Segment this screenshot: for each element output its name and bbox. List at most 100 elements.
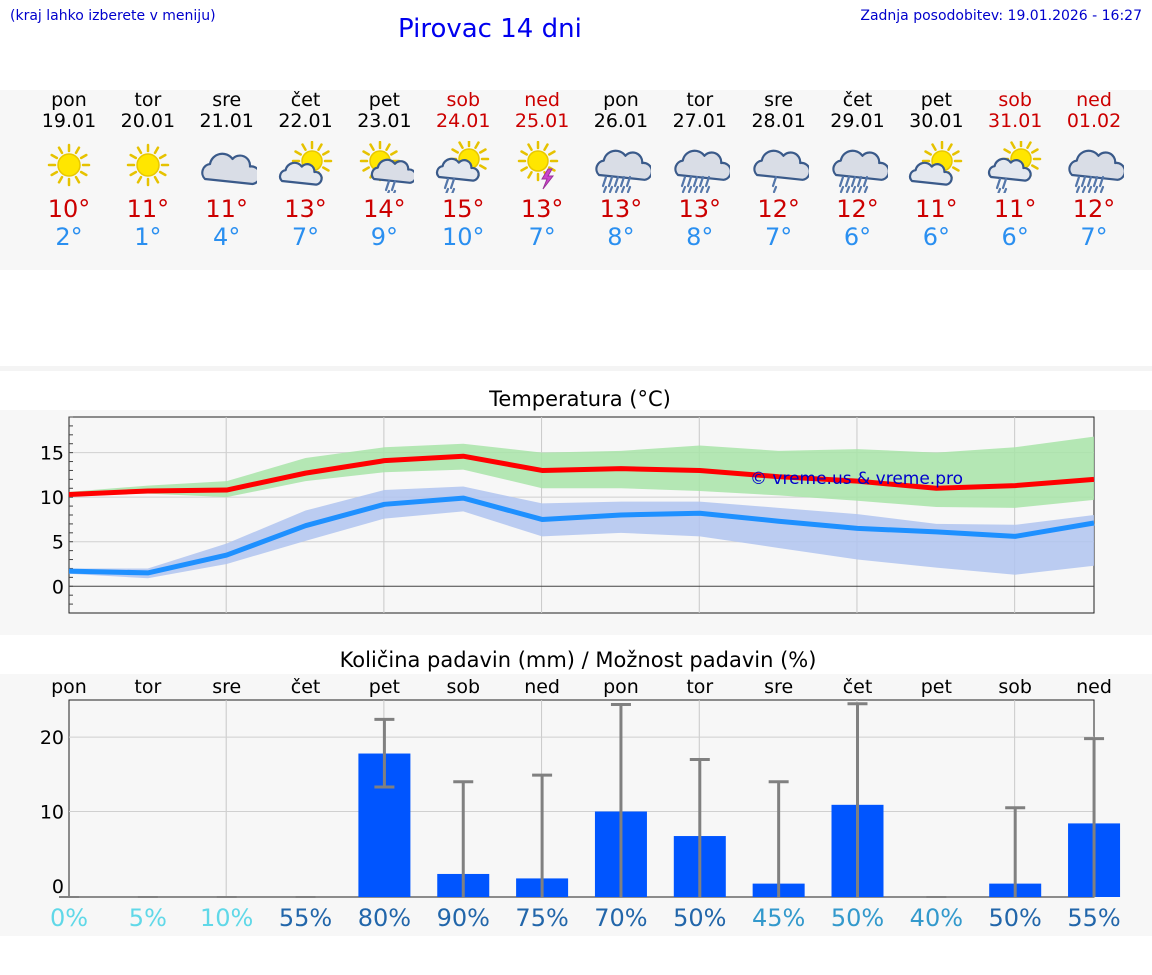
day-column: sob 31.01 11° 6° — [975, 90, 1055, 251]
max-temperature: 14° — [363, 195, 406, 223]
max-temperature: 13° — [520, 195, 564, 223]
day-date: 24.01 — [436, 110, 491, 132]
day-column: ned 01.02 12° 7° — [1054, 90, 1134, 251]
min-temperature-line — [68, 495, 1095, 576]
partly-cloudy-icon — [278, 141, 332, 186]
min-temperature: 6° — [1001, 223, 1029, 251]
x-category-label: pon — [51, 676, 87, 698]
day-column: pet 30.01 11° 6° — [896, 90, 976, 251]
plot-area — [68, 699, 1095, 898]
x-category-label: čet — [291, 676, 321, 698]
day-date: 28.01 — [751, 110, 806, 132]
day-date: 23.01 — [357, 110, 412, 132]
min-temperature: 7° — [765, 223, 793, 251]
day-date: 20.01 — [120, 110, 176, 132]
day-column: ned 25.01 13° 7° — [502, 90, 582, 251]
day-date: 31.01 — [987, 110, 1043, 132]
max-temperature: 12° — [757, 195, 800, 223]
day-name: pet — [368, 89, 400, 111]
precipitation-probability: 70% — [594, 904, 648, 932]
precipitation-probability: 40% — [909, 904, 964, 932]
x-category-label: sob — [446, 676, 480, 698]
location-hint-link[interactable]: (kraj lahko izberete v meniju) — [10, 8, 216, 24]
page-title: Pirovac 14 dni — [398, 14, 582, 44]
max-temperature: 13° — [599, 195, 643, 223]
max-temperature: 11° — [915, 195, 958, 223]
day-column: pon 19.01 10° 2° — [29, 90, 109, 251]
precipitation-probability: 50% — [673, 904, 727, 932]
cloudy-icon — [200, 152, 257, 186]
max-temperature: 11° — [126, 195, 170, 223]
day-name: sob — [998, 89, 1032, 111]
day-date: 19.01 — [41, 110, 97, 132]
x-category-label: čet — [843, 676, 873, 698]
day-name: sre — [212, 89, 242, 111]
cloud-rain-icon — [595, 149, 651, 193]
max-temperature: 12° — [836, 195, 879, 223]
x-category-label: tor — [686, 676, 713, 698]
max-temperature: 12° — [1072, 195, 1116, 223]
y-tick-label: 10 — [40, 802, 64, 824]
min-temperature-range-band — [69, 486, 1094, 579]
day-date: 29.01 — [830, 110, 885, 132]
precipitation-probability: 10% — [200, 904, 254, 932]
day-name: tor — [686, 89, 714, 111]
min-temperature: 7° — [1080, 223, 1108, 251]
x-category-label: ned — [1076, 676, 1112, 698]
x-category-label: sre — [212, 676, 241, 698]
day-date: 26.01 — [593, 110, 649, 132]
cloud-light-rain-icon — [752, 149, 809, 193]
min-temperature: 4° — [213, 223, 241, 251]
day-name: čet — [842, 89, 873, 111]
day-column: sob 24.01 15° 10° — [423, 90, 503, 251]
y-tick-label: 0 — [52, 576, 64, 598]
y-tick-label: 10 — [40, 487, 64, 509]
min-temperature: 9° — [370, 223, 399, 251]
precipitation-chart-title: Količina padavin (mm) / Možnost padavin … — [339, 648, 817, 672]
x-category-label: tor — [134, 676, 161, 698]
partly-cloudy-icon — [909, 141, 963, 186]
watermark: © vreme.us & vreme.pro — [750, 469, 963, 489]
last-updated: Zadnja posodobitev: 19.01.2026 - 16:27 — [860, 8, 1142, 24]
y-tick-label: 15 — [40, 443, 64, 465]
cloud-rain-icon — [831, 149, 888, 193]
precipitation-probability: 50% — [988, 904, 1042, 932]
partly-cloudy-light-rain-icon — [988, 141, 1042, 193]
min-temperature: 8° — [686, 223, 714, 251]
max-temperature: 13° — [678, 195, 722, 223]
sunny-icon — [47, 143, 91, 187]
precipitation-probability: 80% — [357, 904, 412, 932]
sun-thunder-icon — [517, 141, 559, 190]
max-temperature: 11° — [205, 195, 248, 223]
day-column: tor 20.01 11° 1° — [108, 90, 188, 251]
min-temperature: 6° — [843, 223, 872, 251]
min-temperature: 10° — [441, 223, 485, 251]
y-tick-label: 20 — [40, 727, 64, 749]
divider — [0, 366, 1152, 371]
x-category-label: sob — [998, 676, 1032, 698]
x-category-label: pon — [603, 676, 639, 698]
cloud-rain-icon — [1068, 149, 1125, 193]
cloud-rain-icon — [674, 149, 730, 193]
day-date: 25.01 — [514, 110, 570, 132]
day-name: pon — [51, 89, 87, 111]
day-column: pon 26.01 13° 8° — [581, 90, 661, 251]
max-temperature: 11° — [993, 195, 1037, 223]
max-temperature-line — [68, 453, 1095, 498]
day-name: ned — [524, 89, 560, 111]
day-name: pon — [603, 89, 639, 111]
precipitation-probability: 90% — [436, 904, 490, 932]
max-temperature: 13° — [284, 195, 327, 223]
partly-cloudy-rain-icon — [360, 141, 415, 193]
precipitation-probability: 55% — [1067, 904, 1121, 932]
min-temperature: 7° — [528, 223, 556, 251]
day-date: 22.01 — [278, 110, 333, 132]
forecast-strip — [0, 90, 1152, 270]
day-name: sob — [446, 89, 481, 111]
min-temperature: 7° — [291, 223, 320, 251]
min-temperature: 6° — [922, 223, 950, 251]
day-column: čet 29.01 12° 6° — [818, 90, 898, 251]
day-column: sre 21.01 11° 4° — [187, 90, 267, 251]
